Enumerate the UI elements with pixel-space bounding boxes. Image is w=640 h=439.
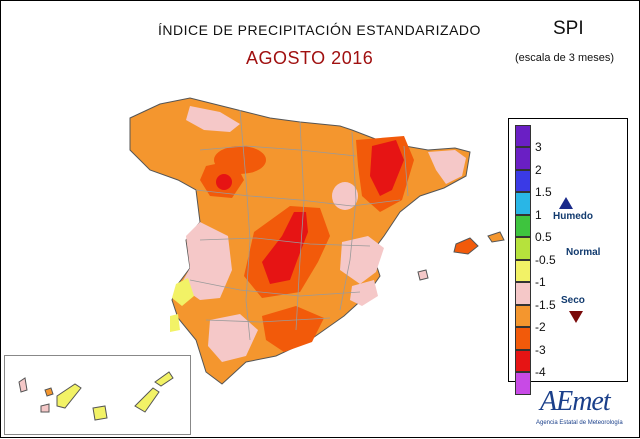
island-menorca bbox=[487, 231, 505, 243]
map-subtitle: AGOSTO 2016 bbox=[246, 48, 374, 68]
legend-tick-label: 0.5 bbox=[535, 230, 552, 244]
legend-tick-label: 2 bbox=[535, 162, 542, 177]
island-tenerife bbox=[56, 383, 82, 409]
legend-tick-label: 1.5 bbox=[535, 185, 552, 199]
legend-dry-icon-wrap bbox=[569, 311, 583, 326]
legend-swatch bbox=[515, 259, 531, 282]
triangle-down-icon bbox=[569, 311, 583, 323]
island-fuerteventura bbox=[134, 387, 160, 413]
legend-tick-label: -1.5 bbox=[535, 297, 556, 312]
legend-swatch bbox=[515, 169, 531, 192]
legend-swatch bbox=[515, 192, 531, 215]
zone-wet-huelva bbox=[170, 314, 180, 332]
legend-tick-label: -2 bbox=[535, 320, 546, 334]
zone-wet-portugal-border bbox=[172, 278, 194, 306]
legend-swatch bbox=[515, 147, 531, 170]
island-la-gomera bbox=[44, 387, 54, 397]
canary-islands-map bbox=[18, 371, 174, 421]
legend-swatch-top bbox=[515, 125, 531, 147]
zone-normal-centre bbox=[332, 182, 358, 210]
island-gran-canaria bbox=[92, 405, 108, 421]
legend-dry-label: Seco bbox=[561, 295, 585, 306]
island-la-palma bbox=[18, 377, 28, 393]
island-lanzarote bbox=[154, 371, 174, 387]
zone-normal-south bbox=[208, 314, 258, 362]
zone-extreme-galicia bbox=[216, 174, 232, 190]
legend-humid-label: Humedo bbox=[553, 211, 593, 222]
legend-swatch bbox=[515, 214, 531, 237]
scale-note: (escala de 3 meses) bbox=[515, 52, 615, 64]
province-borders bbox=[189, 109, 409, 341]
legend-tick-label: -1 bbox=[535, 275, 546, 289]
zone-normal-southeast bbox=[350, 280, 378, 306]
legend-swatch bbox=[515, 282, 531, 305]
aemet-logo-sub: Agencia Estatal de Meteorología bbox=[536, 420, 623, 426]
island-mallorca bbox=[453, 237, 479, 255]
legend: Humedo Normal Seco 3 2 1.5 1 0.5 -0.5 -1 -1.5 -2… bbox=[508, 118, 628, 395]
island-el-hierro bbox=[40, 403, 50, 413]
zone-extreme-aragon bbox=[370, 140, 404, 196]
triangle-up-icon bbox=[559, 197, 573, 209]
legend-swatch bbox=[515, 304, 531, 327]
legend-swatch bbox=[515, 349, 531, 372]
legend-tick-label: -4 bbox=[535, 365, 546, 379]
index-name: SPI bbox=[553, 18, 584, 39]
legend-swatch bbox=[515, 372, 531, 395]
island-ibiza bbox=[417, 269, 429, 281]
zone-extreme-centre bbox=[262, 212, 308, 284]
legend-tick-label: -3 bbox=[535, 342, 546, 357]
legend-normal-label: Normal bbox=[566, 247, 601, 258]
aemet-logo-text: AEmet bbox=[540, 386, 611, 417]
zone-normal-north bbox=[186, 106, 240, 132]
map-title: ÍNDICE DE PRECIPITACIÓN ESTANDARIZADO bbox=[158, 22, 481, 38]
legend-swatch bbox=[515, 327, 531, 350]
zone-dry-cantabria bbox=[214, 146, 266, 174]
legend-tick-label: -0.5 bbox=[535, 252, 556, 267]
legend-swatch bbox=[515, 237, 531, 260]
zone-normal-pyrenees bbox=[428, 150, 466, 184]
legend-tick-label: 3 bbox=[535, 140, 542, 154]
legend-humid-icon-wrap bbox=[559, 197, 573, 212]
canary-islands-inset bbox=[4, 355, 191, 435]
zone-dry-andalucia bbox=[262, 306, 324, 352]
legend-tick-label: 1 bbox=[535, 207, 542, 222]
